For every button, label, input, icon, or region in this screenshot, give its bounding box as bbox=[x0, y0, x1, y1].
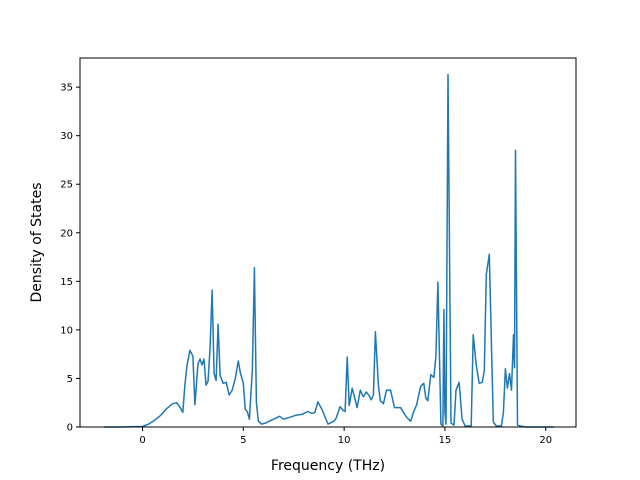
y-tick-label: 25 bbox=[60, 180, 73, 191]
x-tick-label: 10 bbox=[338, 435, 351, 446]
y-axis-label: Density of States bbox=[29, 183, 45, 303]
x-tick-label: 20 bbox=[539, 435, 552, 446]
y-tick-label: 20 bbox=[60, 228, 73, 239]
y-tick-label: 0 bbox=[67, 423, 73, 434]
axes-frame bbox=[79, 57, 577, 428]
plot-area bbox=[104, 73, 554, 428]
y-tick-label: 5 bbox=[67, 374, 73, 385]
y-tick-label: 30 bbox=[60, 131, 73, 142]
dos-series-line bbox=[104, 73, 554, 428]
x-tick-label: 0 bbox=[139, 435, 145, 446]
y-tick-label: 15 bbox=[60, 277, 73, 288]
y-tick-label: 35 bbox=[60, 83, 73, 94]
y-tick-label: 10 bbox=[60, 325, 73, 336]
ticks-group: 0 5 10 15 20 0 5 10 15 20 25 30 35 bbox=[60, 83, 552, 446]
x-tick-label: 15 bbox=[439, 435, 452, 446]
x-tick-label: 5 bbox=[240, 435, 246, 446]
x-axis-label: Frequency (THz) bbox=[271, 458, 385, 474]
